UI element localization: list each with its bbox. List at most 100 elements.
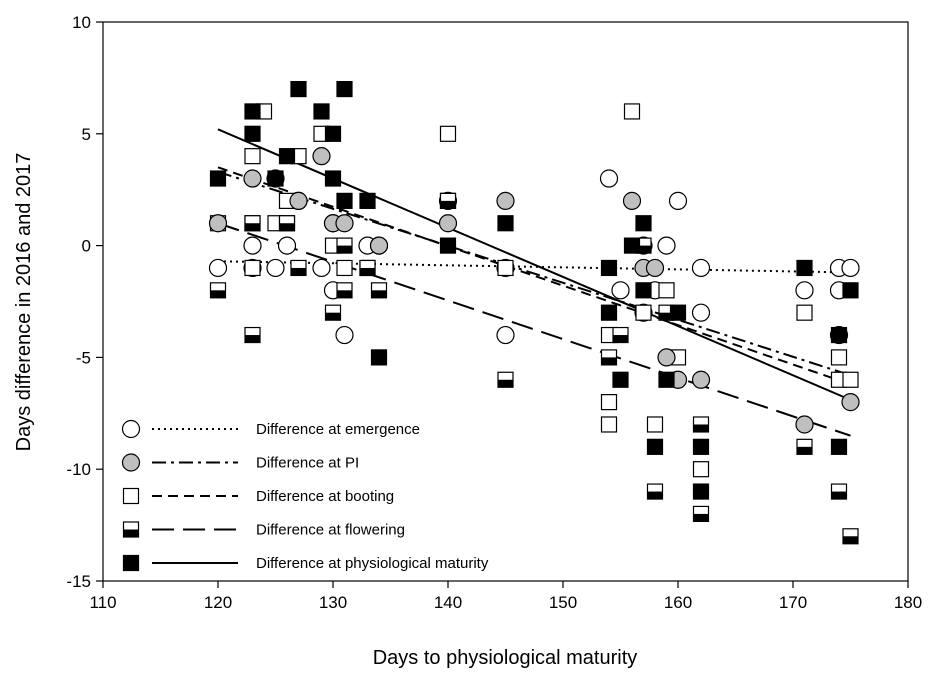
data-point-series-1 [335, 214, 354, 233]
data-point-series-3-fill [360, 267, 375, 276]
data-point-series-3-fill [613, 335, 628, 343]
data-point-series-4 [244, 103, 261, 120]
data-point-series-1 [208, 214, 228, 233]
legend-label: Difference at emergence [256, 421, 420, 438]
data-point-series-3 [692, 505, 710, 523]
data-point-series-4 [830, 326, 848, 344]
legend-marker-3-fill [123, 529, 139, 537]
x-tick-label: 150 [549, 593, 577, 612]
data-point-series-3-fill [337, 245, 352, 254]
data-point-series-0 [691, 303, 711, 322]
data-point-series-4 [336, 192, 353, 209]
data-point-series-2 [646, 416, 664, 433]
data-point-series-4 [796, 259, 813, 277]
data-point-series-1 [645, 258, 665, 278]
data-point-series-4 [830, 438, 848, 455]
data-point-series-3-fill [291, 267, 306, 276]
data-point-series-4 [692, 483, 710, 500]
y-axis-title: Days difference in 2016 and 2017 [13, 153, 35, 452]
data-point-series-0 [243, 236, 262, 255]
x-tick-label: 170 [779, 593, 807, 612]
data-point-series-3-fill [337, 290, 352, 298]
data-point-series-0 [841, 258, 860, 278]
data-point-series-2 [842, 371, 859, 388]
data-point-series-2 [600, 394, 618, 411]
data-point-series-4 [842, 282, 859, 299]
legend-marker-4 [122, 554, 140, 572]
data-point-series-1 [312, 147, 331, 166]
data-point-series-4 [244, 125, 261, 142]
data-point-series-4 [635, 215, 652, 232]
data-point-series-3 [336, 282, 353, 299]
data-point-series-3-fill [659, 312, 674, 321]
data-point-series-1 [841, 393, 860, 412]
data-point-series-3-fill [371, 290, 387, 298]
data-point-series-2 [692, 461, 710, 478]
data-point-series-2 [600, 416, 618, 433]
data-point-series-1 [795, 415, 814, 434]
data-point-series-1 [438, 214, 458, 233]
data-point-series-4 [313, 103, 330, 120]
data-point-series-0 [599, 169, 619, 188]
x-axis-ticks: 110 120 130 140 150 160 170 180 [89, 581, 922, 612]
trend-line-4 [217, 128, 851, 401]
data-point-series-2 [830, 349, 848, 366]
data-point-series-3-fill [601, 357, 617, 365]
legend-label: Difference at PI [256, 455, 359, 472]
data-point-series-0 [277, 236, 297, 255]
data-point-series-3 [244, 326, 261, 344]
data-point-series-3 [830, 483, 848, 500]
data-point-series-3-fill [325, 312, 341, 321]
legend-marker-1 [121, 453, 141, 472]
data-point-series-4 [635, 282, 652, 299]
y-axis-ticks: -15 -10 -5 0 5 10 [66, 13, 103, 591]
data-point-series-0 [335, 325, 354, 345]
data-point-series-4 [324, 125, 342, 142]
data-point-series-3 [842, 528, 859, 545]
data-point-series-3-fill [210, 290, 226, 298]
data-point-series-3 [497, 371, 514, 388]
data-point-series-3-fill [831, 491, 847, 500]
legend-label: Difference at booting [256, 488, 394, 505]
data-point-series-0 [208, 258, 228, 278]
legend-marker-2 [122, 487, 140, 505]
data-point-series-4 [209, 170, 227, 187]
data-point-series-0 [611, 281, 630, 300]
trend-lines [217, 128, 851, 437]
data-point-series-3-fill [245, 223, 260, 231]
y-tick-label: -10 [66, 460, 91, 479]
data-point-series-4 [612, 371, 629, 388]
data-point-series-0 [312, 258, 331, 278]
data-point-series-1 [691, 370, 711, 389]
data-point-series-0 [668, 191, 688, 210]
data-point-series-2 [336, 259, 353, 277]
legend: Difference at emergence Difference at PI D… [121, 419, 489, 572]
data-point-series-4 [290, 80, 307, 98]
data-point-series-2 [244, 148, 261, 165]
data-point-series-4 [497, 215, 514, 232]
data-point-series-3-fill [693, 513, 709, 522]
data-point-series-3 [209, 282, 227, 299]
data-point-series-4 [600, 304, 618, 321]
data-point-series-1 [243, 169, 262, 188]
x-tick-label: 120 [204, 593, 232, 612]
data-point-series-3 [324, 304, 342, 321]
data-point-series-4 [658, 371, 675, 388]
y-tick-label: 5 [82, 125, 91, 144]
data-point-series-3 [612, 326, 629, 344]
data-point-series-3-fill [498, 379, 513, 388]
data-point-series-3-fill [440, 200, 456, 209]
data-point-series-4 [600, 259, 618, 277]
data-point-series-4 [324, 170, 342, 187]
data-point-series-4 [336, 80, 353, 98]
data-point-series-3 [359, 259, 376, 277]
y-tick-label: -5 [76, 348, 91, 367]
data-point-series-4 [692, 438, 710, 455]
y-tick-label: -15 [66, 572, 91, 591]
data-point-series-3 [370, 282, 388, 299]
data-point-series-0 [657, 236, 676, 255]
data-point-series-3-fill [693, 424, 709, 432]
data-point-series-2 [497, 259, 514, 277]
legend-label: Difference at flowering [256, 522, 405, 539]
data-point-series-3 [336, 237, 353, 254]
